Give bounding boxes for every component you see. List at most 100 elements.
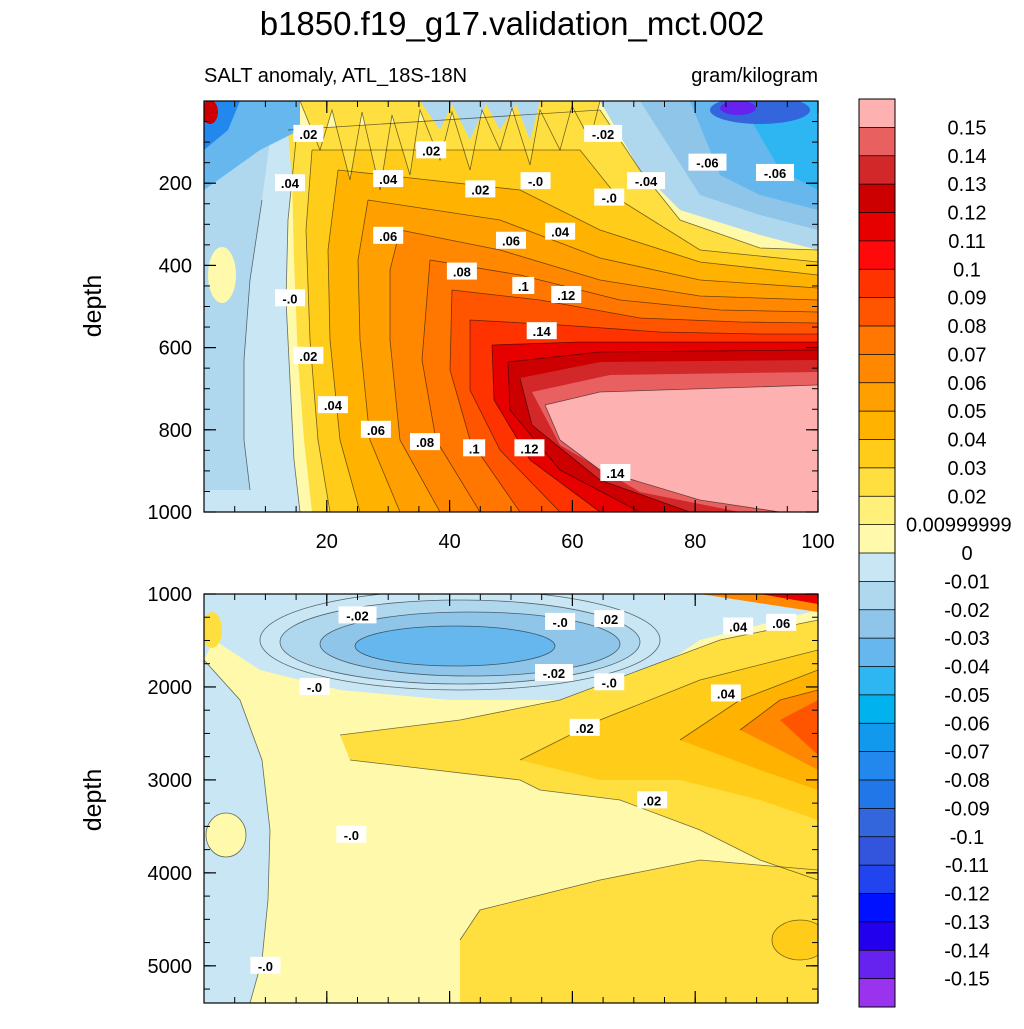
contour-label-bg xyxy=(250,956,281,974)
contour-label: .08 xyxy=(416,435,434,450)
contour-label: .02 xyxy=(600,612,618,627)
contour-label-bg xyxy=(293,346,324,364)
contour-label-bg xyxy=(360,420,391,438)
upper-ylabel: depth xyxy=(79,275,107,338)
colorbar-swatch xyxy=(859,780,895,809)
contour-label: .06 xyxy=(379,229,397,244)
contour-label: -.04 xyxy=(635,174,658,189)
contour-label-bg xyxy=(756,163,795,181)
colorbar-label: -0.15 xyxy=(944,969,990,991)
colorbar-label: 0.04 xyxy=(948,430,987,452)
contour-label: .1 xyxy=(518,279,529,294)
contour-label-bg xyxy=(545,222,576,240)
lower-contour-labels: -.02 -.0 .02 .04 .06 -.02 -.0 -.0 .04 .02 .02 -.0 -.… xyxy=(250,606,797,974)
colorbar-label: -0.04 xyxy=(944,657,990,679)
contour-label-bg xyxy=(446,262,477,280)
colorbar-swatch xyxy=(859,609,895,639)
colorbar-swatch xyxy=(859,354,895,384)
colorbar-swatch xyxy=(859,240,895,270)
colorbar-swatch xyxy=(859,694,895,724)
colorbar-swatch xyxy=(859,638,895,667)
colorbar-label: 0.14 xyxy=(948,146,987,168)
contour-label-bg xyxy=(465,180,496,198)
y-tick-label: 400 xyxy=(159,255,192,277)
lower-axis-ticks: 1000 2000 3000 4000 5000 xyxy=(148,584,819,1003)
colorbar-label: -0.11 xyxy=(945,855,989,877)
contour-label: -.0 xyxy=(553,615,568,630)
colorbar-label: 0.1 xyxy=(953,259,981,281)
colorbar-label: -0.13 xyxy=(944,912,990,934)
contour-label-bg xyxy=(594,610,625,628)
contour-label-bg xyxy=(416,141,447,159)
colorbar-swatch xyxy=(859,439,895,469)
y-tick-label: 4000 xyxy=(148,863,193,885)
contour-label-bg xyxy=(274,174,305,192)
y-tick-label: 200 xyxy=(159,173,192,195)
upper-panel: 200 400 600 800 1000 20 40 60 80 100 .02 .02 .04 .04… xyxy=(148,100,835,553)
contour-label-bg xyxy=(545,612,576,630)
x-tick-label: 100 xyxy=(801,531,834,553)
contour-label: -.0 xyxy=(602,191,617,206)
contour-label-bg xyxy=(520,172,551,190)
upper-contour-labels: .02 .02 .04 .04 .02 -.0 -.02 -.0 -.04 -.06 -.06 .04… xyxy=(274,124,795,481)
colorbar-swatch xyxy=(859,553,895,582)
contour-label-bg xyxy=(637,791,668,809)
contour-label: .04 xyxy=(379,172,398,187)
colorbar-label: -0.09 xyxy=(944,798,990,820)
chart-units: gram/kilogram xyxy=(691,65,818,87)
contour-label: -.0 xyxy=(344,828,359,843)
colorbar-swatch xyxy=(859,382,895,412)
contour-label-bg xyxy=(600,463,631,481)
y-tick-label: 5000 xyxy=(148,956,193,978)
contour-label: -.06 xyxy=(696,156,718,171)
chart-title: b1850.f19_g17.validation_mct.002 xyxy=(260,5,765,42)
colorbar-label: -0.06 xyxy=(944,713,990,735)
colorbar xyxy=(858,98,896,1008)
contour-label: .02 xyxy=(422,143,440,158)
colorbar-label: 0.15 xyxy=(948,117,987,139)
contour-label-bg xyxy=(688,153,727,171)
y-tick-label: 3000 xyxy=(148,770,193,792)
y-tick-label: 2000 xyxy=(148,677,193,699)
colorbar-swatch xyxy=(859,808,895,838)
contour-label: .04 xyxy=(729,620,748,635)
x-tick-label: 40 xyxy=(438,531,460,553)
colorbar-swatch xyxy=(859,99,895,128)
lower-ylabel: depth xyxy=(79,769,107,832)
colorbar-label: -0.01 xyxy=(944,571,990,593)
x-tick-label: 20 xyxy=(316,531,338,553)
colorbar-swatch xyxy=(859,496,895,526)
contour-label-bg xyxy=(299,677,330,695)
colorbar-swatch xyxy=(859,893,895,923)
contour-label-bg xyxy=(551,285,582,303)
contour-label-bg xyxy=(274,289,305,307)
contour-label: .08 xyxy=(453,265,471,280)
contour-label: .06 xyxy=(367,423,385,438)
contour-label-bg xyxy=(373,170,404,188)
contour-label-bg xyxy=(336,825,367,843)
colorbar-swatch xyxy=(859,865,895,894)
x-tick-label: 60 xyxy=(561,531,583,553)
colorbar-swatch xyxy=(859,326,895,355)
colorbar-swatch xyxy=(859,524,895,554)
colorbar-swatch xyxy=(859,184,895,213)
contour-label-bg xyxy=(627,172,666,190)
colorbar-label: -0.05 xyxy=(944,685,990,707)
colorbar-label: 0.05 xyxy=(948,401,987,423)
contour-label: .02 xyxy=(299,349,317,364)
colorbar-swatch xyxy=(859,269,895,299)
contour-label: -.0 xyxy=(307,680,322,695)
contour-label: -.02 xyxy=(543,666,565,681)
colorbar-swatch xyxy=(859,921,895,951)
contour-label-bg xyxy=(463,439,486,457)
colorbar-label: 0.08 xyxy=(948,316,987,338)
contour-label-bg xyxy=(534,664,573,682)
colorbar-label: -0.1 xyxy=(950,827,984,849)
contour-label: .14 xyxy=(533,324,552,339)
contour-label: -.0 xyxy=(282,291,297,306)
contour-label: -.02 xyxy=(592,127,614,142)
contour-label: .02 xyxy=(299,127,317,142)
colorbar-swatch xyxy=(859,212,895,242)
colorbar-label: 0.06 xyxy=(948,373,987,395)
